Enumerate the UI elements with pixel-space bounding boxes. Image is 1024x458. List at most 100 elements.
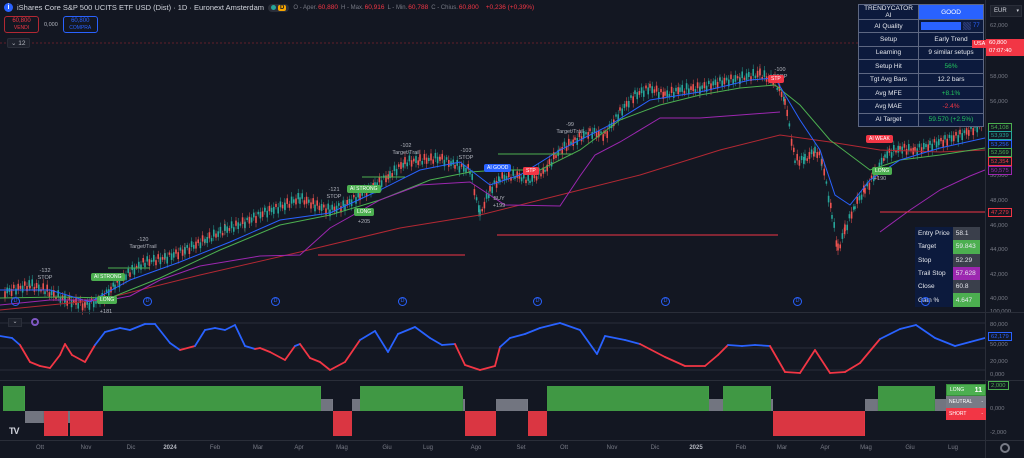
annotation-value: +181 <box>99 309 113 315</box>
ohlc-key: C - Chius. <box>431 5 458 11</box>
price-tick-label: 50,000 <box>990 342 1008 348</box>
ai-row-value: 77 <box>918 18 984 34</box>
trade-annotation: -103 STOP <box>459 148 474 162</box>
ai-row-label: Tgt Avg Bars <box>858 72 919 87</box>
indicators-collapse-button[interactable]: ⌄ 12 <box>7 38 30 48</box>
tradingview-logo-icon[interactable]: TV <box>9 426 19 436</box>
sell-button[interactable]: 60,800 VENDI <box>4 16 39 33</box>
ai-row-label: AI Target <box>858 112 919 128</box>
signal-label: AI STRONG <box>91 273 125 281</box>
chart-area[interactable] <box>0 0 985 440</box>
current-price: 60,800 <box>989 40 1007 46</box>
price-chart-canvas[interactable] <box>0 0 985 440</box>
buy-button[interactable]: 60,800 COMPRA <box>62 16 98 33</box>
settings-button[interactable] <box>985 440 1024 458</box>
symbol-title[interactable]: iShares Core S&P 500 UCITS ETF USD (Dist… <box>17 3 265 12</box>
time-tick-label: Dic <box>126 445 136 451</box>
price-line-tag: 47,279 <box>988 208 1012 217</box>
status-label: LONG <box>950 387 965 393</box>
price-tick-label: 46,000 <box>990 223 1008 229</box>
annotation-type: STOP <box>458 155 474 161</box>
annotation-value: -132 <box>39 268 51 274</box>
pane-collapse-button[interactable]: ⌄ <box>8 318 22 327</box>
indicator-logo-icon[interactable] <box>31 318 39 326</box>
symbol-legend: i iShares Core S&P 500 UCITS ETF USD (Di… <box>4 3 534 12</box>
settings-icon <box>1000 443 1010 453</box>
entry-row: Trail Stop 57.628 <box>915 266 980 281</box>
entry-label: Target <box>918 243 937 251</box>
ai-row-label: AI Quality <box>858 18 919 34</box>
info-icon[interactable]: i <box>4 3 13 12</box>
currency-select[interactable]: EUR ▾ <box>990 5 1022 17</box>
signal-label: AI GOOD <box>484 164 512 172</box>
entry-label: Entry Price <box>918 230 950 238</box>
dividend-marker-icon[interactable]: D <box>533 297 542 306</box>
ohlc-values: O - Aper.60,880 H - Max.60,916 L - Min.60,… <box>293 4 481 11</box>
entry-value: 52.29 <box>952 253 980 267</box>
entry-label: Stop <box>918 256 932 264</box>
time-tick-label: Lug <box>422 445 434 451</box>
ai-panel-row: Avg MAE -2.4% <box>858 99 984 114</box>
signal-label: LONG <box>97 296 118 304</box>
dividend-marker-icon[interactable]: D <box>11 297 20 306</box>
dividend-marker-icon[interactable]: D <box>271 297 280 306</box>
dropdown-arrow-icon: ▾ <box>1016 8 1019 14</box>
ai-row-label: Learning <box>858 45 919 61</box>
status-neutral: NEUTRAL - <box>946 396 986 408</box>
entry-label: Trail Stop <box>918 270 946 278</box>
ai-row-label: Avg MFE <box>858 85 919 101</box>
signal-label: LONG <box>872 167 893 175</box>
price-tick-label: -2,000 <box>990 430 1007 436</box>
price-axis[interactable]: EUR ▾ 60,800 07:07:40 62,000 58,000 56,000… <box>985 0 1024 440</box>
dividend-marker-icon[interactable]: D <box>793 297 802 306</box>
price-tick-label: 80,000 <box>990 322 1008 328</box>
time-tick-label: Feb <box>209 445 221 451</box>
dividend-marker-icon[interactable]: D <box>143 297 152 306</box>
ai-row-value: 12.2 bars <box>918 72 984 87</box>
ai-row-value: 56% <box>918 59 984 74</box>
time-tick-label: Giu <box>382 445 392 451</box>
ai-row-value: +8.1% <box>918 85 984 101</box>
price-line-tag: 52,569 <box>988 148 1012 157</box>
annotation-type: Target/Trail <box>392 150 420 156</box>
ai-panel-row: Avg MFE +8.1% <box>858 85 984 101</box>
current-price-tag: 60,800 07:07:40 <box>986 39 1024 56</box>
entry-row: Stop 52.29 <box>915 253 980 267</box>
signal-label: AI WEAK <box>866 135 893 143</box>
ai-row-label: Avg MAE <box>858 99 919 114</box>
price-tick-label: 42,000 <box>990 272 1008 278</box>
time-tick-label: Mar <box>252 445 264 451</box>
price-tick-label: 0,000 <box>990 372 1005 378</box>
annotation-value: BUY <box>493 196 505 202</box>
bar-countdown: 07:07:40 <box>989 48 1012 54</box>
annotation-value: -103 <box>460 148 472 154</box>
entry-value: 59.843 <box>952 240 980 254</box>
trendycator-ai-panel: TRENDYCATOR AI GOOD AI Quality 77 Setup Ear… <box>858 4 984 128</box>
price-tick-label: 58,000 <box>990 74 1008 80</box>
price-tick-label: 44,000 <box>990 247 1008 253</box>
time-tick-label: 2024 <box>163 445 177 451</box>
pane-divider[interactable] <box>0 380 1024 381</box>
spread-value: 0,000 <box>44 21 58 28</box>
market-status-badge[interactable]: D <box>268 3 290 12</box>
time-tick-label: Ago <box>470 445 482 451</box>
pane-divider[interactable] <box>0 312 1024 313</box>
annotation-type: STOP <box>37 275 53 281</box>
annotation-value: -102 <box>400 143 412 149</box>
annotation-type: +199 <box>492 203 506 209</box>
dividend-marker-icon[interactable]: D <box>661 297 670 306</box>
chevron-down-icon: ⌄ <box>11 40 17 47</box>
trade-annotation: -102 Target/Trail <box>392 143 419 157</box>
time-axis[interactable]: Ott Nov Dic 2024 Feb Mar Apr Mag Giu Lug Ago Set Ott… <box>0 440 985 458</box>
ohlc-value: 60,880 <box>318 4 338 11</box>
ohlc-key: H - Max. <box>340 5 364 11</box>
ai-row-value: 9 similar setups <box>918 45 984 61</box>
trade-annotation: -121 STOP <box>327 187 342 201</box>
ai-panel-row: Setup Early Trend <box>858 32 984 47</box>
price-line-tag: 53,939 <box>988 131 1012 140</box>
trade-annotation: +190 <box>874 176 886 183</box>
trade-annotation: -132 STOP <box>38 268 53 282</box>
buy-label: COMPRA <box>69 24 92 31</box>
dividend-marker-icon[interactable]: D <box>921 297 930 306</box>
dividend-marker-icon[interactable]: D <box>398 297 407 306</box>
